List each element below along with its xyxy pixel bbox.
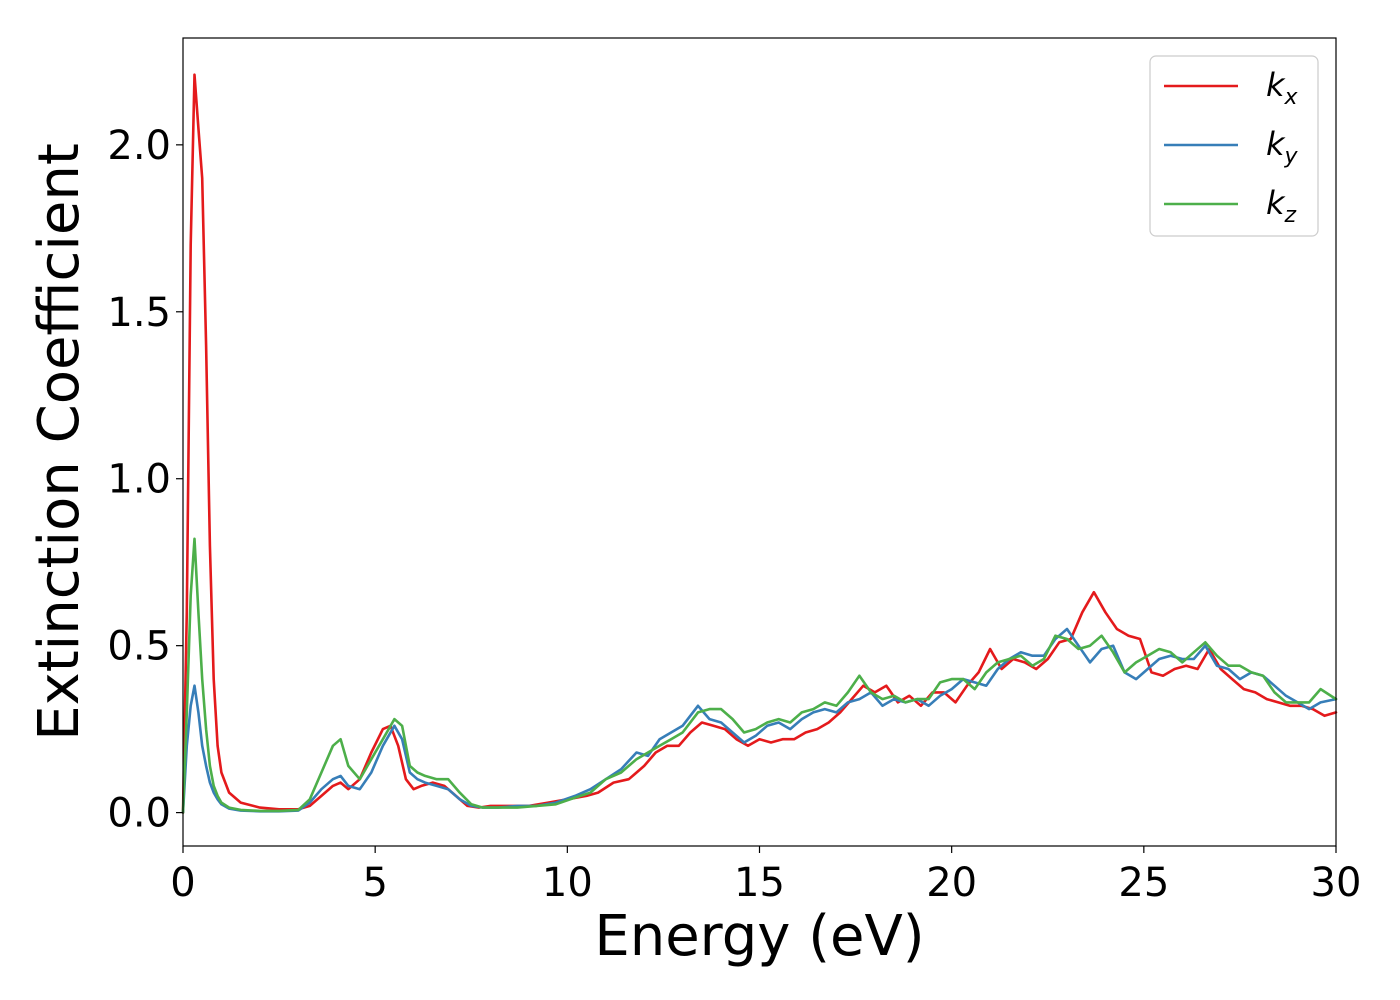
x-axis: 0 5 10 15 20 25 30 [170,846,1361,906]
legend-label-main: k [1266,125,1286,163]
y-axis-title: Extinction Coefficient [27,143,92,741]
series-line-z [181,537,1338,814]
x-tick-label: 30 [1311,860,1362,906]
legend-label-z: kz [1266,184,1297,228]
legend-label-sub: z [1284,203,1297,228]
x-tick-label: 25 [1118,860,1169,906]
y-tick-label: 1.0 [107,457,171,503]
y-tick-label: 0.5 [107,624,171,670]
x-tick-label: 0 [170,860,195,906]
plot-area [183,38,1336,846]
legend-label-main: k [1266,66,1286,104]
x-tick-label: 10 [542,860,593,906]
x-tick-label: 20 [926,860,977,906]
y-tick-label: 0.0 [107,791,171,837]
y-axis: 0.0 0.5 1.0 1.5 2.0 [107,123,183,837]
series-layer [181,73,1338,814]
legend-label-sub: y [1284,144,1299,169]
x-tick-label: 15 [734,860,785,906]
x-tick-label: 5 [362,860,387,906]
y-tick-label: 1.5 [107,290,171,336]
legend-label-main: k [1266,184,1286,222]
x-axis-title: Energy (eV) [594,904,924,969]
legend-label-sub: x [1284,85,1299,110]
series-line-y [181,627,1338,814]
legend-label-x: kx [1266,66,1299,110]
y-tick-label: 2.0 [107,123,171,169]
legend-label-y: ky [1266,125,1299,169]
